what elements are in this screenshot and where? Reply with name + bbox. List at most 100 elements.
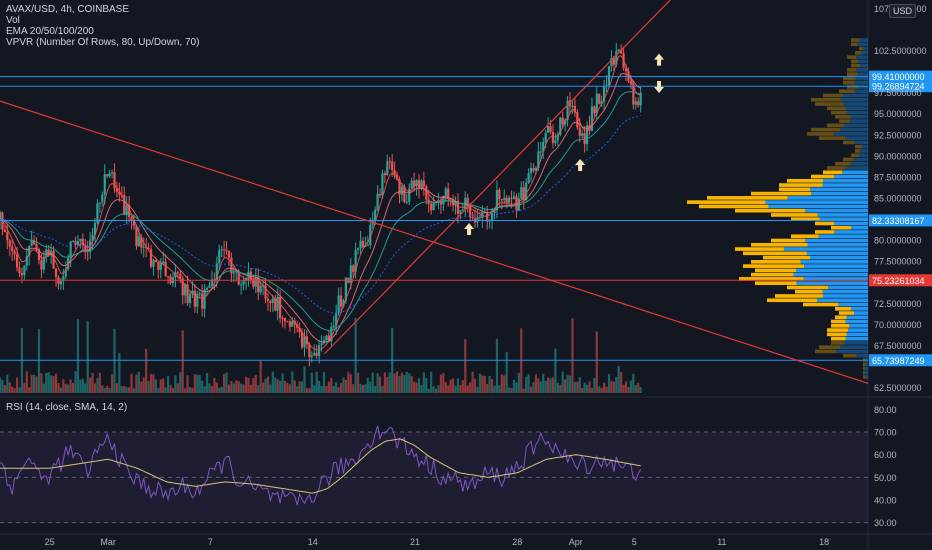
- volume-profile-up-bar: [805, 238, 868, 243]
- volume-bar: [42, 383, 45, 393]
- volume-bar: [118, 352, 121, 393]
- candle-body: [225, 249, 228, 251]
- candle-body: [96, 203, 99, 223]
- volume-bar: [259, 360, 262, 393]
- volume-bar: [283, 380, 287, 393]
- volume-bar: [539, 381, 542, 393]
- candle-body: [54, 268, 58, 278]
- volume-profile-up-bar: [834, 174, 868, 179]
- volume-bar: [585, 384, 589, 393]
- candle-body: [478, 217, 481, 219]
- candle-body: [18, 267, 21, 274]
- volume-profile-up-bar: [850, 306, 868, 311]
- volume-profile-down-bar: [843, 353, 857, 358]
- candle-body: [571, 105, 574, 107]
- candle-body: [110, 172, 114, 174]
- rsi-legend[interactable]: RSI (14, close, SMA, 14, 2): [6, 402, 128, 413]
- volume-profile-down-bar: [827, 106, 846, 111]
- ema-20-line: [0, 55, 641, 351]
- volume-profile-up-bar: [838, 302, 868, 307]
- volume-bar: [364, 384, 367, 393]
- volume-bar: [52, 376, 55, 393]
- candle-body: [544, 132, 547, 143]
- candle-body: [403, 186, 406, 202]
- volume-bar: [430, 371, 433, 393]
- candle-body: [257, 277, 260, 293]
- volume-profile-up-bar: [850, 114, 868, 119]
- volume-bar: [495, 338, 499, 393]
- volume-profile-up-bar: [809, 255, 868, 260]
- candle-body: [505, 197, 508, 203]
- candle-body: [405, 201, 408, 203]
- candle-body: [337, 295, 340, 314]
- candle-body: [30, 240, 33, 247]
- symbol-legend[interactable]: AVAX/USD, 4h, COINBASE: [6, 4, 130, 15]
- volume-bar: [590, 387, 594, 393]
- volume-profile-up-bar: [863, 46, 868, 51]
- candle-body: [135, 225, 138, 247]
- volume-bar: [147, 381, 150, 393]
- candle-body: [349, 265, 352, 283]
- volume-bar: [174, 375, 177, 393]
- candle-body: [361, 240, 365, 247]
- candle-body: [283, 318, 287, 322]
- volume-profile-down-bar: [687, 200, 766, 204]
- volume-profile-down-bar: [751, 272, 794, 277]
- vpvr-legend[interactable]: VPVR (Number Of Rows, 80, Up/Down, 70): [6, 37, 200, 48]
- volume-profile-down-bar: [851, 42, 858, 47]
- volume-bar: [356, 372, 360, 393]
- volume-bar: [11, 386, 14, 393]
- volume-bar: [281, 373, 284, 393]
- volume-bar: [23, 382, 26, 393]
- candle-body: [420, 180, 423, 189]
- volume-profile-down-bar: [751, 191, 812, 196]
- price-level-label-bg: [869, 80, 932, 93]
- rsi-tick-label: 80.00: [874, 405, 897, 415]
- volume-bar: [132, 388, 136, 393]
- currency-badge[interactable]: USD: [889, 4, 917, 18]
- volume-bar: [449, 379, 452, 393]
- volume-profile-down-bar: [803, 302, 839, 307]
- candle-body: [632, 84, 635, 105]
- candle-body: [454, 200, 457, 206]
- volume-bar: [561, 371, 564, 393]
- volume-bar: [157, 388, 160, 393]
- candle-body: [325, 335, 328, 341]
- candle-body: [517, 198, 520, 211]
- volume-profile-down-bar: [771, 213, 818, 217]
- candle-body: [335, 313, 338, 326]
- candle-body: [510, 197, 513, 199]
- candle-body: [252, 280, 255, 287]
- price-tick-label: 92.5000000: [874, 130, 922, 140]
- volume-profile-up-bar: [857, 42, 868, 47]
- candle-body: [130, 217, 133, 221]
- candle-body: [466, 197, 469, 206]
- volume-bar: [242, 384, 245, 393]
- volume-bar: [500, 374, 503, 393]
- volume-legend[interactable]: Vol: [6, 15, 20, 26]
- volume-bar: [466, 385, 469, 393]
- candle-body: [578, 127, 581, 136]
- volume-bar: [230, 380, 233, 393]
- volume-profile-up-bar: [854, 140, 868, 145]
- volume-bar: [610, 381, 613, 393]
- volume-profile-down-bar: [863, 375, 866, 379]
- candle-body: [593, 106, 596, 114]
- candle-body: [568, 100, 572, 107]
- volume-bar: [568, 375, 572, 393]
- volume-bar: [298, 381, 301, 393]
- candle-body: [522, 187, 525, 201]
- candle-body: [573, 105, 576, 113]
- volume-bar: [244, 376, 248, 393]
- arrow-up-icon: [464, 223, 475, 236]
- volume-bar: [637, 382, 640, 393]
- volume-profile-down-bar: [851, 63, 861, 68]
- candle-body: [490, 213, 494, 221]
- volume-profile-up-bar: [842, 170, 868, 175]
- candle-body: [50, 250, 53, 255]
- volume-bar: [622, 384, 625, 393]
- volume-bar: [549, 378, 552, 393]
- ema-legend[interactable]: EMA 20/50/100/200: [6, 26, 94, 37]
- volume-bar: [137, 371, 140, 393]
